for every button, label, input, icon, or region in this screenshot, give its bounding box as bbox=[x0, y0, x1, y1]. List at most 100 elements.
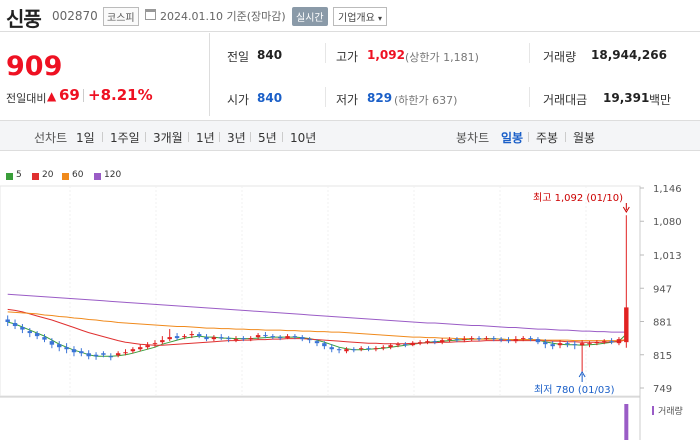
period-3m[interactable]: 3개월 bbox=[153, 131, 183, 145]
candle bbox=[609, 341, 614, 343]
candle bbox=[565, 343, 570, 345]
divider bbox=[528, 132, 529, 142]
candle bbox=[454, 339, 460, 341]
candle bbox=[255, 335, 261, 338]
divider bbox=[529, 87, 530, 107]
volume-legend-swatch bbox=[652, 406, 654, 415]
realtime-button[interactable]: 실시간 bbox=[292, 7, 328, 26]
candle-monthly[interactable]: 월봉 bbox=[573, 131, 596, 145]
company-overview-dropdown[interactable]: 기업개요 ▾ bbox=[333, 7, 388, 26]
candle bbox=[447, 339, 452, 341]
change-value: 69 bbox=[59, 86, 80, 104]
period-1y[interactable]: 1년 bbox=[196, 131, 215, 145]
lower-limit: (하한가 637) bbox=[394, 94, 458, 107]
candle bbox=[469, 338, 474, 340]
candle bbox=[476, 338, 482, 340]
divider bbox=[83, 89, 84, 102]
candle bbox=[42, 337, 47, 340]
company-overview-label: 기업개요 bbox=[338, 13, 375, 24]
date-text: 2024.01.10 기준(장마감) bbox=[160, 10, 286, 23]
candle bbox=[358, 348, 364, 350]
candle bbox=[138, 347, 143, 350]
amount-unit: 백만 bbox=[649, 93, 672, 107]
candle bbox=[204, 337, 209, 340]
candle bbox=[145, 345, 150, 348]
price-panel: 909 전일대비 ▲ 69 +8.21% bbox=[0, 33, 210, 116]
low-value: 829 bbox=[367, 91, 393, 105]
candle bbox=[285, 336, 290, 339]
candle bbox=[587, 343, 592, 345]
candle bbox=[557, 343, 563, 346]
divider bbox=[325, 43, 326, 63]
volume-label: 거래량 bbox=[658, 405, 683, 417]
candle bbox=[160, 340, 165, 343]
candle bbox=[528, 338, 533, 340]
candle bbox=[174, 336, 180, 339]
candle bbox=[196, 334, 202, 337]
candle bbox=[34, 333, 40, 337]
candle bbox=[219, 337, 224, 339]
candle bbox=[616, 339, 622, 344]
candle bbox=[86, 353, 91, 357]
prev-close-value: 840 bbox=[257, 48, 283, 62]
stock-header: 신풍 002870 코스피 2024.01.10 기준(장마감) 실시간 기업개… bbox=[0, 0, 700, 32]
candle bbox=[344, 349, 349, 352]
candle bbox=[594, 342, 600, 344]
high-arrow-head bbox=[622, 206, 630, 213]
low-label: 저가 bbox=[336, 93, 359, 107]
candle bbox=[57, 344, 62, 348]
volume-bar bbox=[624, 404, 629, 440]
candle bbox=[513, 339, 519, 342]
divider bbox=[145, 132, 146, 142]
chart-frame bbox=[0, 185, 641, 397]
divider bbox=[188, 132, 189, 142]
candle-chart-label: 봉차트 bbox=[456, 131, 490, 145]
candle bbox=[270, 336, 276, 338]
candle bbox=[484, 338, 489, 340]
candle bbox=[535, 339, 541, 343]
y-tick-label: 1,146 bbox=[653, 184, 682, 195]
candle-weekly[interactable]: 주봉 bbox=[536, 131, 559, 145]
candle bbox=[624, 307, 629, 343]
volume-value: 18,944,266 bbox=[591, 48, 667, 62]
legend-label-5: 5 bbox=[16, 170, 22, 180]
candle bbox=[12, 323, 18, 327]
candle bbox=[167, 337, 172, 340]
chevron-down-icon: ▾ bbox=[378, 14, 383, 23]
open-label: 시가 bbox=[227, 93, 250, 107]
low-arrow-head bbox=[578, 371, 586, 378]
market-badge: 코스피 bbox=[103, 7, 139, 26]
candle bbox=[366, 348, 371, 350]
high-annotation: 최고 1,092 (01/10) bbox=[533, 192, 623, 204]
period-1w[interactable]: 1주일 bbox=[110, 131, 140, 145]
candle bbox=[307, 339, 312, 341]
period-1d[interactable]: 1일 bbox=[76, 131, 95, 145]
stats-panel: 전일 840 시가 840 고가 1,092 (상한가 1,181) 저가 82… bbox=[211, 33, 700, 116]
divider bbox=[325, 87, 326, 107]
period-3y[interactable]: 3년 bbox=[227, 131, 246, 145]
candle bbox=[27, 331, 32, 334]
candle bbox=[5, 319, 10, 323]
divider bbox=[219, 132, 220, 142]
y-tick-label: 815 bbox=[653, 351, 672, 362]
candle bbox=[602, 341, 607, 343]
prev-close-label: 전일 bbox=[227, 50, 250, 64]
candle bbox=[579, 343, 585, 346]
y-tick-label: 1,013 bbox=[653, 251, 682, 262]
change-percent: +8.21% bbox=[88, 86, 153, 104]
legend-swatch-60 bbox=[62, 173, 69, 180]
period-10y[interactable]: 10년 bbox=[290, 131, 317, 145]
candle bbox=[417, 342, 423, 344]
candle bbox=[233, 339, 239, 341]
divider bbox=[529, 43, 530, 63]
candle bbox=[115, 353, 121, 356]
candle bbox=[49, 341, 55, 345]
candle bbox=[93, 354, 99, 357]
candle bbox=[329, 347, 334, 350]
candle bbox=[498, 339, 504, 341]
candle-daily[interactable]: 일봉 bbox=[501, 131, 524, 145]
stock-name: 신풍 bbox=[6, 7, 42, 31]
period-5y[interactable]: 5년 bbox=[258, 131, 277, 145]
high-label: 고가 bbox=[336, 50, 359, 64]
